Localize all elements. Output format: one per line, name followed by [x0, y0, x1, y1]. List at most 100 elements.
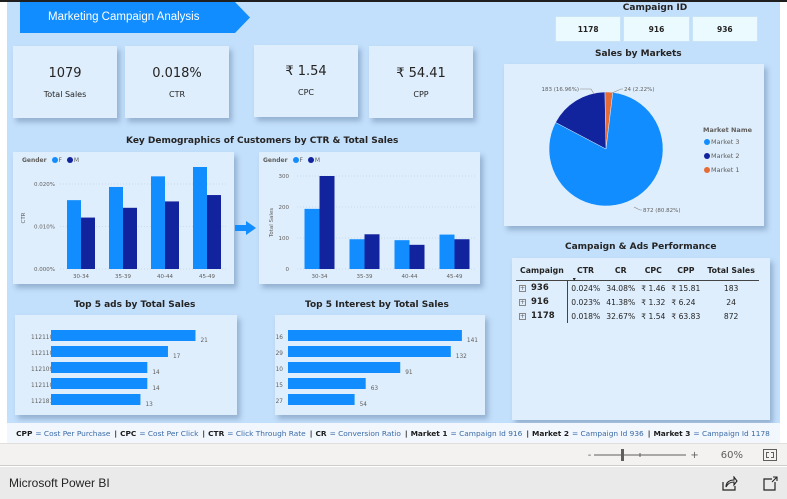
sort-descending-icon[interactable]: ▾: [572, 276, 576, 283]
y-category-label: 27: [276, 399, 284, 405]
bar-m-45-49[interactable]: [454, 239, 470, 269]
cell-cpc: ₹ 1.32: [641, 297, 666, 307]
bar-f-35-39[interactable]: [349, 239, 365, 269]
ctr-by-age-chart-card[interactable]: Gender F M CTR 0.000% 0.010% 0.020% 30-34 35-…: [13, 152, 234, 284]
pie-legend-label[interactable]: Market 1: [711, 166, 740, 174]
col-header-cr[interactable]: CR: [603, 262, 639, 281]
bar-m-30-34[interactable]: [319, 176, 335, 269]
table-row[interactable]: +936 0.024% 34.08% ₹ 1.46 ₹ 15.81 183: [516, 280, 759, 295]
bar-f-40-44[interactable]: [151, 176, 165, 269]
x-tick-label: 30-34: [73, 274, 89, 280]
expand-row-icon[interactable]: +: [519, 299, 526, 306]
share-icon[interactable]: [722, 476, 738, 491]
slicer-option-1178[interactable]: 1178: [555, 16, 622, 42]
campaign-id-label: 1178: [531, 311, 555, 321]
col-header-total-sales[interactable]: Total Sales: [703, 262, 759, 281]
performance-table-card[interactable]: Campaign CTR ▾ CR CPC CPP Total Sales +9…: [512, 258, 770, 420]
cell-sales: 872: [723, 311, 739, 321]
campaign-slicer-title: Campaign ID: [622, 3, 688, 13]
bar-f-30-34[interactable]: [304, 208, 320, 269]
bar-f-45-49[interactable]: [193, 167, 207, 269]
bar-m-35-39[interactable]: [364, 234, 380, 269]
open-in-new-window-icon[interactable]: [763, 476, 778, 491]
bar-m-35-39[interactable]: [123, 207, 137, 269]
hbar-16[interactable]: [288, 330, 462, 341]
bar-m-30-34[interactable]: [81, 217, 95, 269]
top-interest-chart-card[interactable]: 16 141 29 132 10 91 15 63 27 54: [275, 315, 485, 415]
hbar-27[interactable]: [288, 394, 355, 405]
bar-f-45-49[interactable]: [439, 234, 455, 269]
kpi-card-ctr[interactable]: 0.018% CTR: [125, 46, 229, 118]
hbar-1121100[interactable]: [51, 346, 168, 357]
y-tick-label: 0.000%: [34, 267, 55, 273]
legend-dot-m: [307, 157, 314, 163]
kpi-card-total-sales[interactable]: 1079 Total Sales: [13, 46, 117, 118]
hbar-1121104[interactable]: [51, 330, 196, 341]
hbar-10[interactable]: [288, 362, 401, 373]
powerbi-footer: Microsoft Power BI: [0, 467, 787, 499]
bar-m-40-44[interactable]: [165, 201, 179, 269]
col-header-cpp[interactable]: CPP: [668, 262, 704, 281]
hbar-15[interactable]: [288, 378, 366, 389]
top-ads-chart-card[interactable]: 1121104 21 1121100 17 1121091 14 1121108 14 1121…: [15, 315, 237, 415]
pie-slice-market-2[interactable]: [555, 91, 607, 150]
zoom-in-button[interactable]: +: [690, 449, 699, 461]
table-header-row: Campaign CTR ▾ CR CPC CPP Total Sales: [516, 262, 759, 283]
kpi-label: CPC: [298, 88, 314, 97]
sales-by-age-chart: Total Sales 0 100 200 300 30-34 35-39 40-44 45-4…: [269, 174, 477, 280]
bar-f-30-34[interactable]: [67, 200, 81, 269]
glossary-term: CTR: [208, 428, 225, 438]
expand-row-icon[interactable]: +: [519, 313, 526, 320]
slicer-option-936[interactable]: 936: [691, 16, 758, 42]
cell-campaign[interactable]: +1178: [516, 309, 569, 323]
sales-by-markets-card[interactable]: 872 (80.82%) 183 (16.96%) 24 (2.22%) Market…: [504, 64, 764, 226]
pie-leader-line: [611, 88, 623, 94]
zoom-slider[interactable]: [594, 448, 687, 462]
bar-m-45-49[interactable]: [207, 195, 221, 269]
legend-dot-m: [66, 157, 73, 163]
cell-campaign[interactable]: +936: [516, 280, 569, 295]
cell-cpc: ₹ 1.54: [641, 311, 666, 321]
bar-f-35-39[interactable]: [109, 186, 123, 269]
expand-row-icon[interactable]: +: [519, 285, 526, 292]
pie-legend-label[interactable]: Market 3: [711, 138, 740, 146]
hbar-1121091[interactable]: [51, 362, 148, 373]
bar-m-40-44[interactable]: [409, 244, 425, 269]
col-header-ctr[interactable]: CTR ▾: [567, 262, 604, 283]
slicer-option-916[interactable]: 916: [623, 16, 690, 42]
col-header-cpc[interactable]: CPC: [638, 262, 669, 281]
y-tick-label: 0: [286, 267, 290, 273]
glossary-definition: = Cost Per Purchase: [35, 428, 111, 438]
bar-f-40-44[interactable]: [394, 240, 410, 269]
ctr-chart-legend: Gender F M: [22, 157, 79, 164]
legend-label-m: M: [73, 157, 80, 164]
pie-legend-label[interactable]: Market 2: [711, 152, 740, 160]
y-tick-label: 300: [279, 174, 290, 180]
table-row[interactable]: +916 0.023% 41.38% ₹ 1.32 ₹ 6.24 24: [516, 295, 759, 309]
hbar-29[interactable]: [288, 346, 451, 357]
cell-cpp: ₹ 15.81: [671, 283, 701, 293]
glossary-definition: = Cost Per Click: [139, 428, 199, 438]
kpi-card-cpc[interactable]: ₹ 1.54 CPC: [254, 45, 358, 117]
kpi-card-cpp[interactable]: ₹ 54.41 CPP: [369, 46, 473, 118]
glossary-separator: |: [114, 428, 118, 438]
fit-to-page-icon[interactable]: [763, 449, 777, 461]
table-row[interactable]: +1178 0.018% 32.67% ₹ 1.54 ₹ 63.83 872: [516, 309, 759, 323]
hbar-1121108[interactable]: [51, 378, 148, 389]
cell-cpp: ₹ 63.83: [671, 311, 701, 321]
hbar-1121814[interactable]: [51, 394, 141, 405]
zoom-slider-thumb[interactable]: [621, 449, 625, 461]
cell-campaign[interactable]: +916: [516, 295, 569, 309]
pie-legend-dot: [704, 167, 710, 173]
y-category-label: 1121100: [31, 351, 57, 357]
zoom-out-button[interactable]: -: [587, 449, 592, 461]
demographics-title: Key Demographics of Customers by CTR & T…: [126, 136, 399, 146]
col-header-campaign[interactable]: Campaign: [516, 262, 568, 281]
campaign-id-label: 916: [531, 297, 549, 307]
bar-value-label: 63: [371, 386, 379, 392]
window-top-border: [0, 0, 787, 2]
sales-by-age-chart-card[interactable]: Gender F M Total Sales 0 100 200 300 30-34 35-…: [259, 152, 480, 284]
top-ads-bar-chart: 1121104 21 1121100 17 1121091 14 1121108 14 1121…: [31, 330, 208, 408]
campaign-id-label: 936: [531, 283, 549, 293]
